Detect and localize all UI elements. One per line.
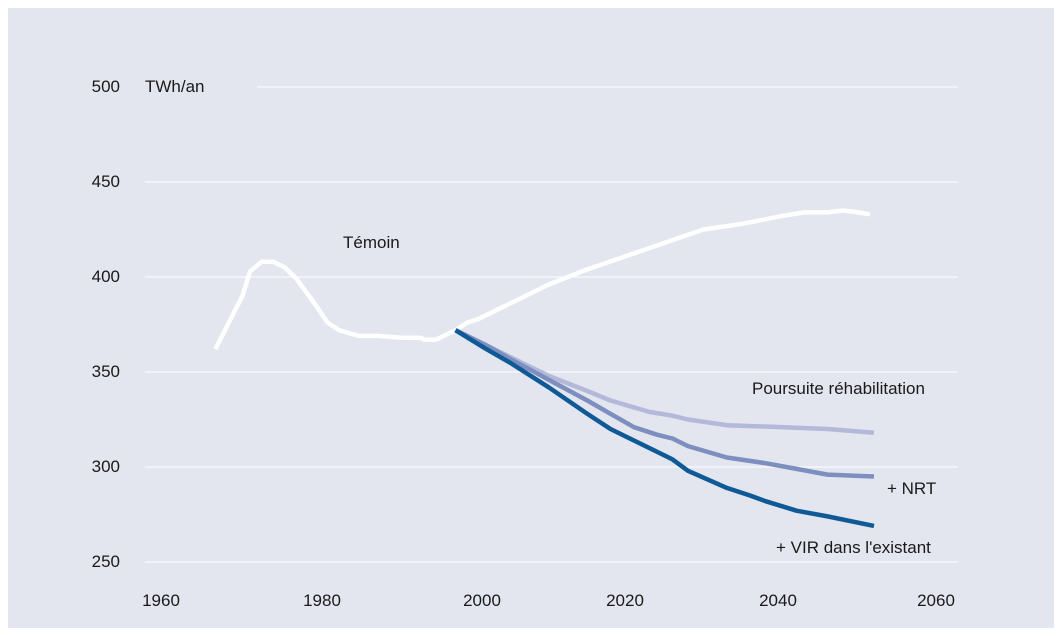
y-tick-label: 450 — [92, 172, 120, 191]
gridlines — [145, 87, 958, 562]
series-label-vir-dans-existant: + VIR dans l'existant — [776, 538, 931, 557]
x-tick-label: 2020 — [606, 591, 644, 610]
x-tick-label: 1960 — [142, 591, 180, 610]
y-tick-label: 350 — [92, 362, 120, 381]
x-tick-label: 2060 — [917, 591, 955, 610]
x-tick-label: 1980 — [303, 591, 341, 610]
series-label-temoin: Témoin — [343, 233, 400, 252]
y-tick-label: 250 — [92, 552, 120, 571]
series-line-temoin — [215, 211, 870, 350]
y-tick-label: 500 — [92, 77, 120, 96]
y-tick-label: 400 — [92, 267, 120, 286]
y-tick-label: 300 — [92, 457, 120, 476]
y-axis-unit-label: TWh/an — [145, 77, 205, 96]
x-tick-label: 2000 — [463, 591, 501, 610]
x-tick-label: 2040 — [759, 591, 797, 610]
series-label-poursuite-rehabilitation: Poursuite réhabilitation — [752, 379, 925, 398]
series-lines — [215, 211, 874, 526]
series-label-nrt: + NRT — [887, 479, 936, 498]
